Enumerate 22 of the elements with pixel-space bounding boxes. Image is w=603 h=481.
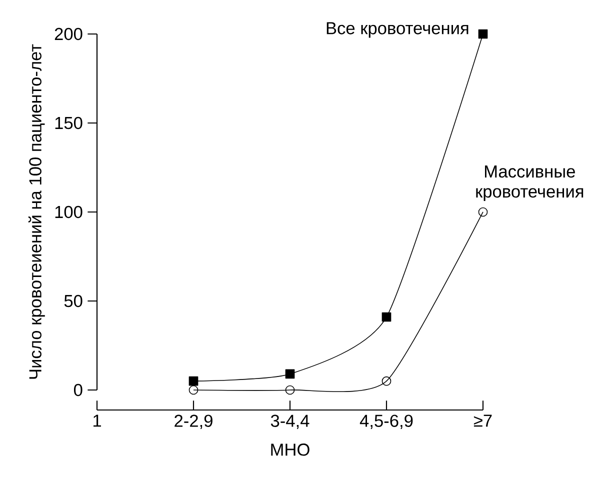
point	[188, 376, 198, 386]
x-tick-label: ≥7	[474, 414, 492, 427]
y-axis-title: Число кровотеиений на 100 пациенто-лет	[28, 44, 45, 379]
y-tick-label: 0	[74, 384, 82, 396]
series-label: Все кровотечения	[326, 22, 468, 38]
series-label: Массивные кровотечения	[476, 166, 584, 202]
point	[382, 312, 392, 322]
point	[285, 385, 295, 395]
point	[188, 385, 198, 395]
x-axis-title: МНО	[271, 444, 310, 456]
x-tick-label: 4,5-6,9	[360, 414, 413, 430]
point	[382, 376, 392, 386]
y-tick-label: 150	[55, 116, 82, 130]
x-tick-label: 1	[94, 414, 101, 427]
x-tick-label: 2-2,9	[174, 414, 212, 430]
point	[285, 369, 295, 379]
y-tick-label: 50	[64, 294, 82, 308]
point	[478, 207, 488, 217]
point	[478, 29, 488, 39]
y-tick-label: 100	[55, 206, 82, 218]
y-tick-label: 200	[54, 28, 82, 40]
x-tick-label: 3-4,4	[270, 414, 310, 430]
